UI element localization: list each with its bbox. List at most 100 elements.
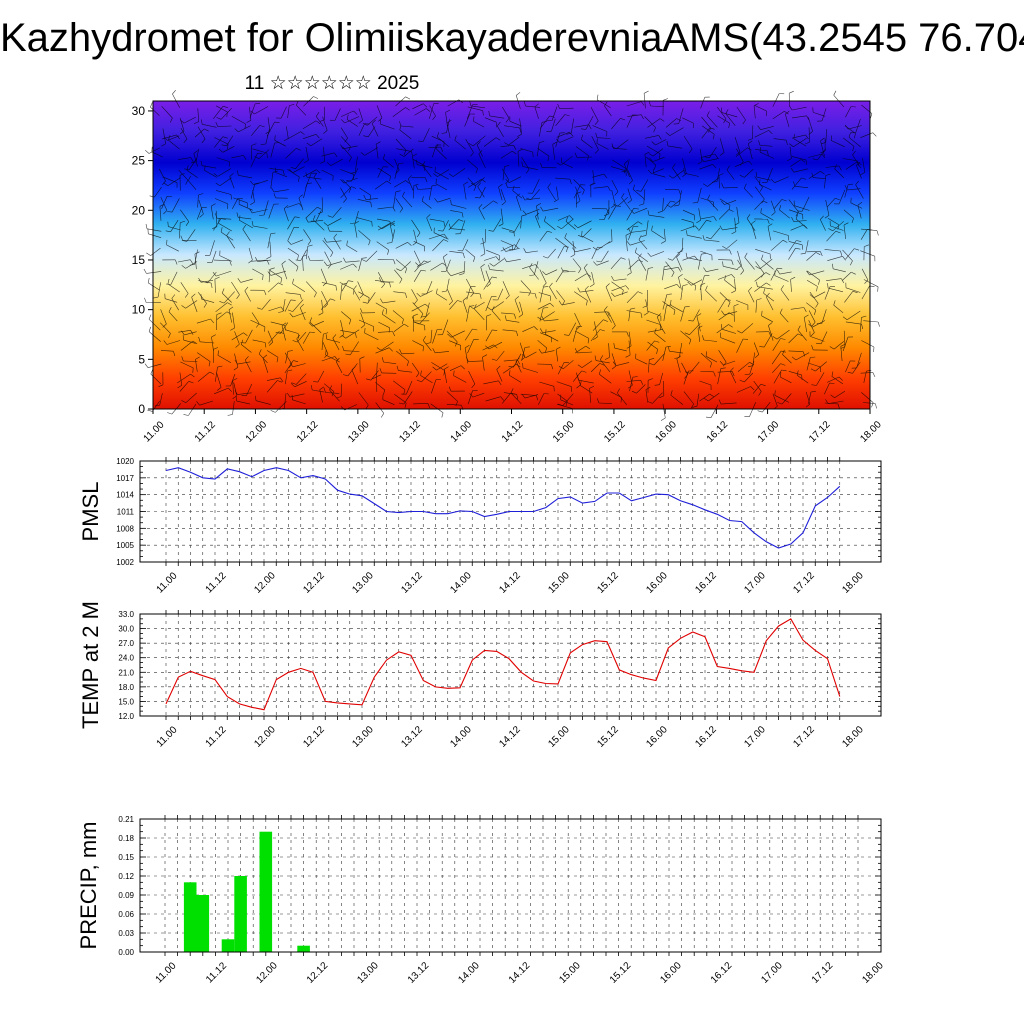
wind-barb <box>464 328 473 341</box>
x-tick-label: 16.00 <box>644 570 670 596</box>
wind-barb <box>450 210 463 213</box>
wind-barb <box>808 127 811 143</box>
wind-barb <box>825 129 828 143</box>
wind-barb <box>475 177 485 186</box>
wind-barb-flag <box>216 117 222 120</box>
wind-barb-flag <box>749 362 755 365</box>
wind-barb <box>504 125 520 129</box>
wind-barb-flag <box>852 150 856 156</box>
wind-barb-flag <box>558 300 562 306</box>
wind-barb-flag <box>358 119 363 124</box>
wind-barb <box>502 168 510 181</box>
wind-barb-flag <box>821 153 826 159</box>
wind-barb <box>560 155 573 166</box>
wind-barb <box>340 169 354 175</box>
wind-barb <box>306 246 309 260</box>
wind-barb <box>237 361 251 365</box>
wind-barb-flag <box>519 127 522 133</box>
wind-barb <box>303 183 308 199</box>
wind-barb <box>201 298 215 303</box>
y-tick-label: 1020 <box>116 457 134 466</box>
y-tick-label: 15.0 <box>118 697 134 706</box>
x-tick-label: 16.12 <box>705 419 731 445</box>
wind-barb <box>510 392 522 405</box>
wind-barb-flag <box>193 150 198 154</box>
x-tick-label: 15.00 <box>551 419 577 445</box>
wind-barb <box>662 197 664 212</box>
wind-barb-flag <box>422 161 426 166</box>
wind-barb-flag <box>593 261 598 266</box>
wind-barb <box>559 136 574 143</box>
wind-barb-flag <box>271 187 275 193</box>
wind-barb <box>195 359 198 372</box>
wind-barb-flag <box>766 150 769 156</box>
wind-barb-flag <box>810 356 816 358</box>
wind-barb-flag <box>640 312 643 318</box>
wind-barb <box>697 187 702 203</box>
wind-barb-flag <box>399 121 402 127</box>
wind-barb <box>773 369 782 384</box>
wind-barb <box>761 315 773 323</box>
wind-barb-flag <box>594 355 597 361</box>
wind-barb <box>215 367 218 382</box>
wind-barb-flag <box>683 168 685 174</box>
wind-barb-flag <box>262 274 264 280</box>
wind-barb <box>628 309 631 322</box>
wind-barb <box>345 260 360 263</box>
wind-barb <box>859 317 862 332</box>
wind-barb <box>376 105 383 119</box>
wind-barb <box>568 322 577 336</box>
wind-barb-flag <box>828 228 833 232</box>
wind-barb <box>303 134 317 139</box>
wind-barb-flag <box>493 344 498 349</box>
wind-barb <box>768 325 774 341</box>
wind-barb-flag <box>383 389 386 395</box>
x-tick-label: 15.00 <box>546 570 572 596</box>
wind-barb <box>449 340 461 346</box>
wind-barb <box>446 122 451 139</box>
wind-barb <box>574 330 589 339</box>
wind-barb <box>302 120 317 130</box>
wind-barb <box>520 393 537 396</box>
wind-barb-flag <box>503 257 507 262</box>
wind-barb <box>446 278 450 292</box>
wind-barb-flag <box>227 302 232 306</box>
wind-barb <box>790 279 792 292</box>
wind-barb <box>718 312 730 321</box>
wind-barb-flag <box>325 334 327 340</box>
wind-barb-flag <box>402 191 405 197</box>
wind-barb <box>774 176 789 183</box>
wind-barb <box>670 304 683 313</box>
x-tick-label: 18.00 <box>860 960 886 986</box>
wind-barb <box>213 106 224 119</box>
x-tick-label: 13.00 <box>350 724 376 750</box>
wind-barb <box>237 392 252 395</box>
wind-barb <box>340 127 348 139</box>
wind-barb <box>585 115 594 130</box>
wind-barb-flag <box>488 230 494 232</box>
wind-barb <box>626 114 633 128</box>
wind-barb-flag <box>426 214 431 219</box>
wind-barb <box>746 218 756 232</box>
wind-barb <box>793 220 807 222</box>
wind-barb <box>268 269 271 283</box>
wind-barb <box>723 360 736 366</box>
wind-barb <box>485 296 492 312</box>
wind-barb <box>555 114 566 126</box>
wind-barb-flag <box>722 362 727 367</box>
wind-barb <box>860 250 875 257</box>
wind-barb <box>191 296 198 313</box>
wind-barb-flag <box>719 361 724 366</box>
wind-barb-flag <box>750 386 755 391</box>
wind-barb <box>482 357 485 371</box>
wind-barb <box>466 286 471 300</box>
wind-barb-flag <box>549 302 554 307</box>
wind-barb-flag <box>854 133 856 139</box>
wind-barb-flag <box>190 330 194 335</box>
wind-barb-flag <box>463 253 465 259</box>
wind-barb-flag <box>755 172 758 178</box>
wind-barb-flag <box>413 313 419 317</box>
wind-barb-flag <box>547 230 553 233</box>
wind-barb <box>788 240 797 252</box>
wind-barb <box>596 143 609 150</box>
